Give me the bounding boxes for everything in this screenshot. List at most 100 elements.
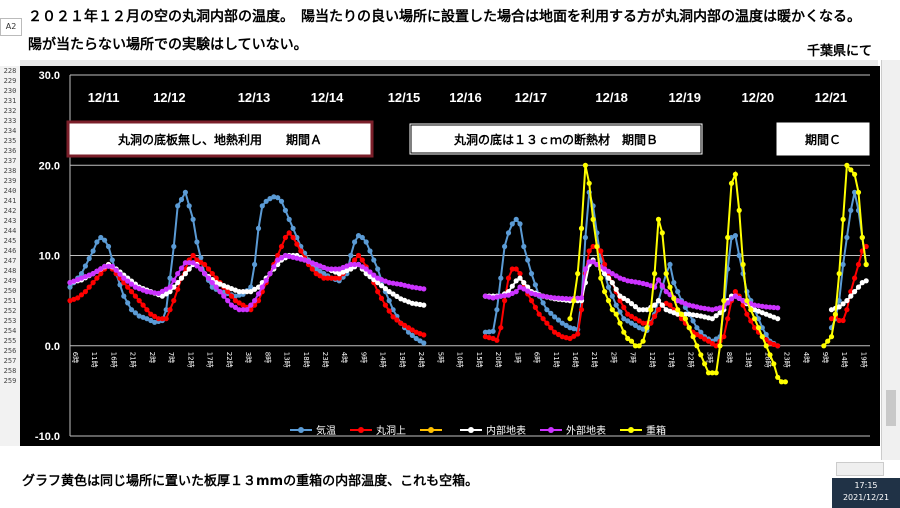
row-number[interactable]: 257	[3, 357, 17, 365]
data-point	[90, 271, 96, 277]
data-point	[740, 261, 746, 268]
data-point	[578, 295, 585, 301]
row-number[interactable]: 230	[3, 87, 17, 95]
row-number[interactable]: 251	[3, 297, 17, 305]
data-point	[652, 313, 658, 319]
row-number[interactable]: 236	[3, 147, 17, 155]
data-point	[652, 302, 658, 308]
row-number[interactable]: 237	[3, 157, 17, 165]
scrollbar-thumb[interactable]	[886, 390, 896, 426]
row-number[interactable]: 243	[3, 217, 17, 225]
data-point	[840, 216, 846, 222]
data-point	[728, 180, 735, 186]
row-number[interactable]: 235	[3, 137, 17, 145]
data-point	[82, 263, 88, 269]
hour-tick-label: 20時	[494, 352, 502, 368]
data-point	[221, 283, 227, 289]
data-point	[317, 273, 323, 279]
row-number-gutter: 228 229 230 231 232 233 234 235 236 237 238 239 240 2…	[0, 66, 21, 446]
data-point	[302, 257, 308, 263]
data-point	[278, 243, 285, 250]
vertical-scrollbar[interactable]	[881, 60, 900, 460]
data-point	[421, 302, 427, 308]
row-number[interactable]: 233	[3, 117, 17, 125]
data-point	[702, 336, 708, 342]
data-point	[532, 282, 539, 288]
row-number[interactable]: 259	[3, 377, 17, 385]
data-point	[71, 296, 77, 302]
data-point	[675, 311, 681, 317]
row-number[interactable]: 242	[3, 207, 17, 215]
data-point	[771, 314, 777, 320]
horizontal-scrollbar[interactable]	[836, 462, 884, 476]
row-number[interactable]: 239	[3, 177, 17, 185]
row-number[interactable]: 234	[3, 127, 17, 135]
row-number[interactable]: 253	[3, 317, 17, 325]
row-number[interactable]: 244	[3, 227, 17, 235]
row-number[interactable]: 248	[3, 267, 17, 275]
data-point	[528, 271, 535, 277]
data-point	[236, 300, 242, 306]
hour-tick-label: 16時	[571, 352, 579, 368]
data-point	[98, 271, 104, 277]
row-number[interactable]: 241	[3, 197, 17, 205]
data-point	[625, 318, 631, 324]
data-point	[728, 234, 735, 241]
data-point	[128, 289, 135, 295]
row-number[interactable]: 256	[3, 347, 17, 355]
data-point	[121, 275, 127, 281]
annotation-text: 丸洞の底は１３ｃｍの断熱材 期間Ｂ	[453, 132, 658, 147]
data-point	[586, 259, 592, 265]
data-point	[402, 297, 408, 303]
cell-reference-box[interactable]: A2	[0, 18, 22, 36]
row-number[interactable]: 228	[3, 67, 17, 75]
data-point	[832, 311, 839, 317]
legend-swatch-marker	[358, 427, 364, 433]
row-number[interactable]: 249	[3, 277, 17, 285]
data-point	[78, 275, 85, 281]
data-point	[363, 239, 369, 245]
data-point	[317, 268, 323, 274]
data-point	[548, 310, 554, 316]
data-point	[98, 266, 104, 272]
taskbar-clock[interactable]: 17:15 2021/12/21	[832, 478, 900, 508]
row-number[interactable]: 250	[3, 287, 17, 295]
data-point	[667, 284, 673, 290]
data-point	[717, 310, 723, 316]
row-number[interactable]: 245	[3, 237, 17, 245]
row-number[interactable]: 258	[3, 367, 17, 375]
row-number[interactable]: 247	[3, 257, 17, 265]
data-point	[378, 295, 385, 301]
row-number[interactable]: 252	[3, 307, 17, 315]
data-point	[517, 275, 523, 281]
data-point	[755, 316, 762, 322]
data-point	[702, 314, 708, 320]
data-point	[567, 335, 573, 342]
data-point	[736, 252, 742, 259]
data-point	[628, 313, 635, 319]
data-point	[759, 325, 765, 331]
data-point	[394, 317, 400, 323]
row-number[interactable]: 246	[3, 247, 17, 255]
data-point	[144, 307, 150, 313]
row-number[interactable]: 229	[3, 77, 17, 85]
row-number[interactable]: 254	[3, 327, 17, 335]
data-point	[709, 316, 715, 322]
data-point	[171, 298, 177, 304]
row-number[interactable]: 238	[3, 167, 17, 175]
data-point	[336, 266, 342, 272]
data-point	[240, 302, 246, 308]
data-point	[240, 289, 246, 295]
data-point	[252, 261, 258, 268]
hour-tick-label: 12時	[186, 352, 194, 368]
data-point	[694, 304, 700, 310]
row-number[interactable]: 232	[3, 107, 17, 115]
row-number[interactable]: 255	[3, 337, 17, 345]
data-point	[105, 263, 112, 269]
data-point	[586, 248, 592, 254]
hour-tick-label: 8時	[263, 352, 271, 363]
data-point	[321, 275, 327, 281]
row-number[interactable]: 240	[3, 187, 17, 195]
data-point	[248, 284, 254, 290]
row-number[interactable]: 231	[3, 97, 17, 105]
